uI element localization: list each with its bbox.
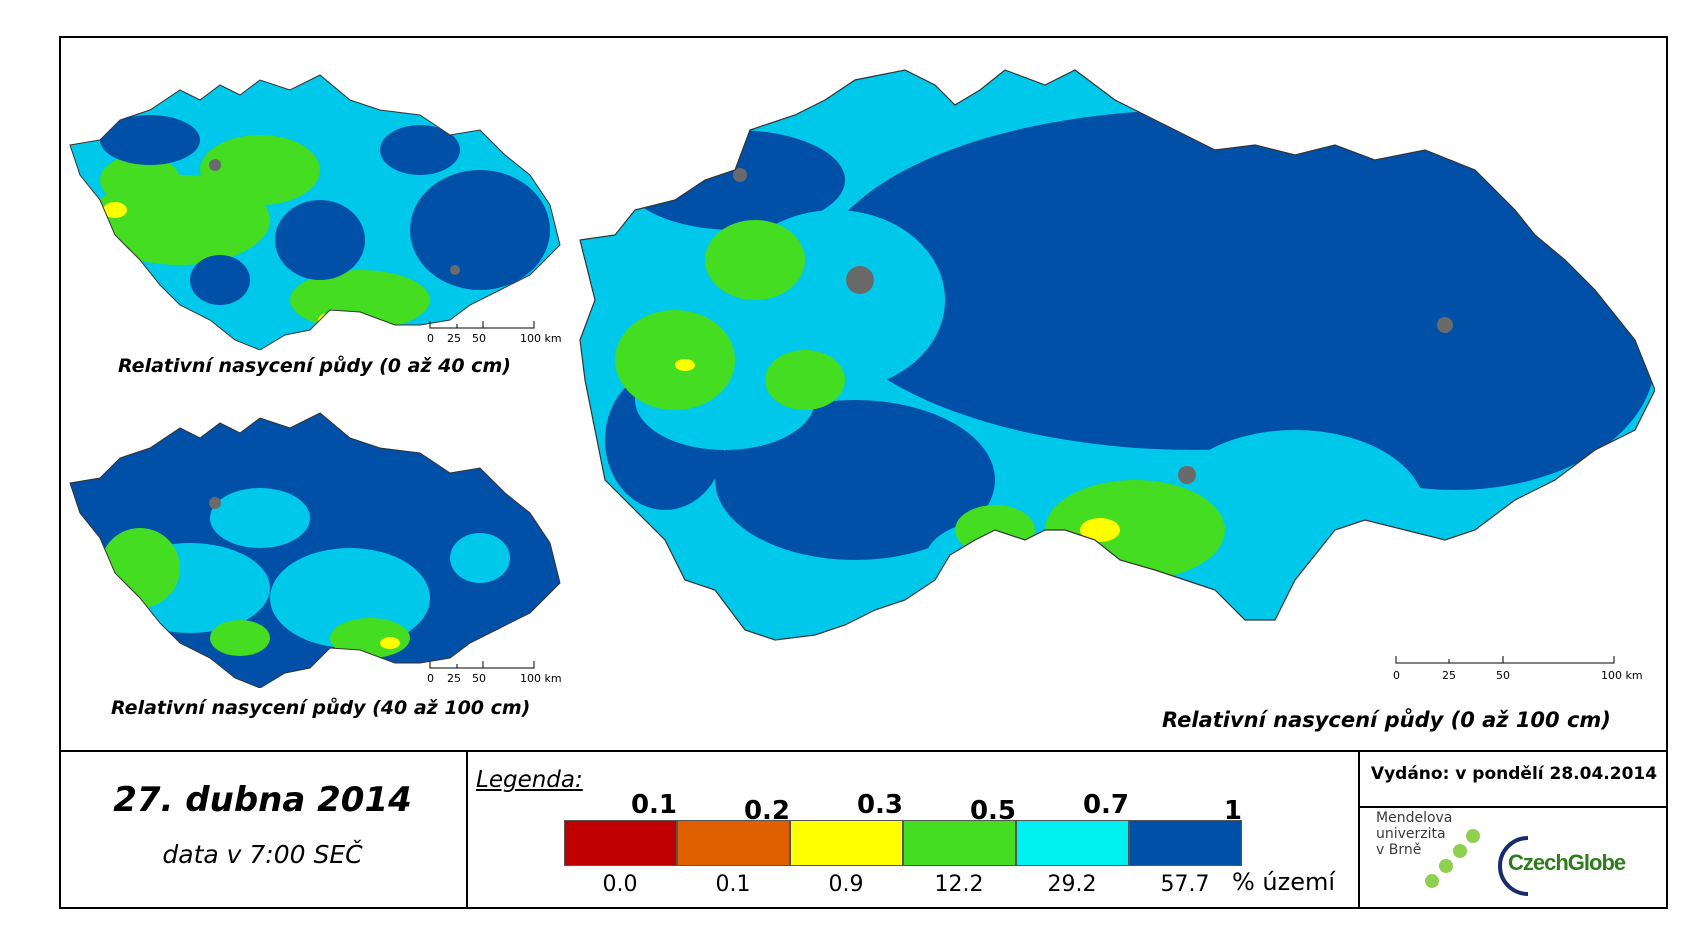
legend-percent: 57.7 — [1160, 872, 1210, 897]
legend-swatch — [677, 820, 790, 866]
map-title-small-top: Relativní nasycení půdy (0 až 40 cm) — [118, 355, 511, 377]
map-small-bottom — [69, 412, 561, 688]
legend-swatch — [1016, 820, 1129, 866]
scale-label: 0 — [427, 332, 434, 345]
legend-percent: 29.2 — [1047, 872, 1097, 897]
date-main: 27. dubna 2014 — [113, 780, 412, 820]
map-frame — [59, 36, 1668, 909]
map-title-large: Relativní nasycení půdy (0 až 100 cm) — [1162, 708, 1611, 732]
legend-swatch — [903, 820, 1016, 866]
legend-swatch — [790, 820, 903, 866]
map-title-small-bottom: Relativní nasycení půdy (40 až 100 cm) — [111, 697, 531, 719]
scalebar-small-bottom: 0 25 50 100 km — [427, 660, 562, 685]
map-small-top — [69, 74, 561, 350]
scale-label: 25 — [1442, 669, 1456, 682]
legend-percent: 12.2 — [934, 872, 984, 897]
issued-divider — [1358, 806, 1668, 808]
footer-divider-right — [1358, 750, 1360, 909]
scale-label: 25 — [447, 672, 461, 685]
mendel-line: Mendelova — [1376, 810, 1453, 826]
legend-threshold: 0.7 — [1082, 790, 1129, 820]
scale-label: 0 — [1393, 669, 1400, 682]
legend-threshold: 1 — [1223, 796, 1242, 826]
scale-label: 100 km — [520, 332, 562, 345]
footer-divider — [59, 750, 1668, 752]
scalebar-large: 0 25 50 100 km — [1393, 655, 1643, 683]
czechglobe-arc-icon — [1498, 836, 1529, 896]
scale-label: 25 — [447, 332, 461, 345]
scale-label: 50 — [1496, 669, 1510, 682]
scale-label: 100 km — [1601, 669, 1643, 682]
scale-label: 0 — [427, 672, 434, 685]
legend-threshold: 0.1 — [630, 790, 677, 820]
legend-unit: % území — [1232, 868, 1336, 896]
mendel-dots-icon — [1425, 829, 1480, 888]
legend-percent: 0.1 — [715, 872, 751, 897]
issued-date: Vydáno: v pondělí 28.04.2014 — [1370, 764, 1658, 784]
legend-title: Legenda: — [476, 767, 583, 793]
czechglobe-logo: CzechGlobe — [1508, 850, 1626, 875]
date-sub: data v 7:00 SEČ — [162, 840, 363, 869]
legend-percent: 0.0 — [602, 872, 638, 897]
mendel-university-logo: Mendelova univerzita v Brně — [1376, 810, 1452, 858]
legend-swatch — [1129, 820, 1242, 866]
scale-label: 50 — [472, 672, 486, 685]
mendel-line: v Brně — [1376, 842, 1422, 858]
mendel-line: univerzita — [1376, 826, 1446, 842]
scale-label: 100 km — [520, 672, 562, 685]
scale-label: 50 — [472, 332, 486, 345]
map-large — [579, 69, 1655, 641]
scalebar-small-top: 0 25 50 100 km — [427, 320, 562, 345]
footer-divider-left — [466, 750, 468, 909]
legend-percent: 0.9 — [828, 872, 864, 897]
legend-swatch — [564, 820, 677, 866]
legend-threshold: 0.3 — [856, 790, 903, 820]
